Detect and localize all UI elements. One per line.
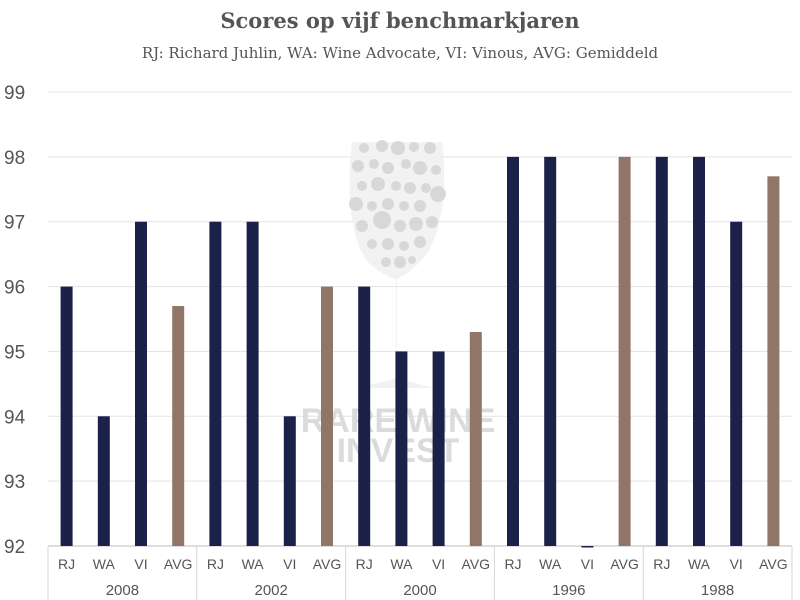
y-tick-label: 94 bbox=[4, 407, 26, 428]
bar-2008-VI bbox=[135, 221, 147, 546]
x-group-label: 2008 bbox=[106, 582, 139, 599]
bar-2000-WA bbox=[395, 351, 408, 546]
x-tick-label: AVG bbox=[610, 556, 639, 572]
x-tick-label: RJ bbox=[356, 556, 373, 572]
x-tick-label: RJ bbox=[207, 556, 224, 572]
y-axis: 92 93 94 95 96 97 98 99 bbox=[4, 83, 26, 558]
x-tick-label: RJ bbox=[653, 556, 670, 572]
x-tick-label: VI bbox=[432, 556, 445, 572]
x-group-label: 2000 bbox=[403, 582, 436, 599]
x-tick-label: AVG bbox=[462, 556, 491, 572]
bar-1988-VI bbox=[730, 221, 743, 546]
x-tick-label: WA bbox=[93, 556, 116, 572]
bar-1996-RJ bbox=[507, 156, 519, 546]
y-tick-label: 93 bbox=[4, 472, 25, 493]
x-tick-label: AVG bbox=[164, 556, 193, 572]
x-tick-label: VI bbox=[134, 556, 147, 572]
x-tick-label: WA bbox=[390, 556, 413, 572]
bar-2008-WA bbox=[97, 416, 110, 546]
x-tick-label: WA bbox=[242, 556, 265, 572]
x-tick-label: VI bbox=[581, 556, 594, 572]
x-tick-label: RJ bbox=[504, 556, 521, 572]
x-tick-label: AVG bbox=[759, 556, 788, 572]
bar-1988-AVG bbox=[767, 176, 780, 547]
x-tick-label: AVG bbox=[313, 556, 342, 572]
bar-2002-RJ bbox=[209, 221, 222, 546]
bars bbox=[60, 156, 780, 548]
chart-title: Scores op vijf benchmarkjaren bbox=[220, 8, 580, 33]
bar-2002-AVG bbox=[321, 286, 333, 546]
y-tick-label: 98 bbox=[4, 148, 25, 169]
x-group-label: 2002 bbox=[255, 582, 288, 599]
y-tick-label: 97 bbox=[4, 213, 25, 234]
bar-2002-VI bbox=[283, 416, 296, 546]
bar-1988-WA bbox=[693, 156, 705, 546]
x-tick-label: VI bbox=[283, 556, 296, 572]
x-group-label: 1988 bbox=[701, 582, 734, 599]
bar-2008-RJ bbox=[60, 286, 73, 546]
x-axis: RJ WA VI AVG 2008 RJ WA VI AVG 2002 RJ WA VI AVG 2000 R… bbox=[47, 546, 793, 600]
x-tick-label: WA bbox=[539, 556, 562, 572]
bar-2000-AVG bbox=[469, 331, 482, 546]
bar-1996-VI bbox=[581, 546, 594, 548]
bar-2002-WA bbox=[246, 221, 259, 546]
x-tick-label: WA bbox=[688, 556, 711, 572]
wine-glass-logo bbox=[349, 140, 446, 388]
bar-1996-WA bbox=[544, 156, 557, 546]
chart-subtitle: RJ: Richard Juhlin, WA: Wine Advocate, V… bbox=[141, 44, 659, 62]
y-tick-label: 95 bbox=[4, 342, 25, 363]
y-tick-label: 96 bbox=[4, 278, 25, 299]
x-tick-label: VI bbox=[730, 556, 743, 572]
y-tick-label: 99 bbox=[4, 83, 25, 104]
bar-1988-RJ bbox=[655, 156, 668, 546]
x-group-label: 1996 bbox=[552, 582, 585, 599]
bar-2000-RJ bbox=[358, 286, 371, 546]
x-tick-label: RJ bbox=[58, 556, 75, 572]
bar-1996-AVG bbox=[618, 156, 631, 546]
bar-2008-AVG bbox=[172, 306, 185, 546]
y-tick-label: 92 bbox=[4, 537, 25, 558]
bar-2000-VI bbox=[432, 351, 445, 546]
